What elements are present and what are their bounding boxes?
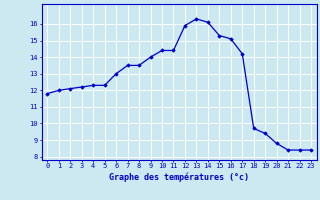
- X-axis label: Graphe des températures (°c): Graphe des températures (°c): [109, 172, 249, 182]
